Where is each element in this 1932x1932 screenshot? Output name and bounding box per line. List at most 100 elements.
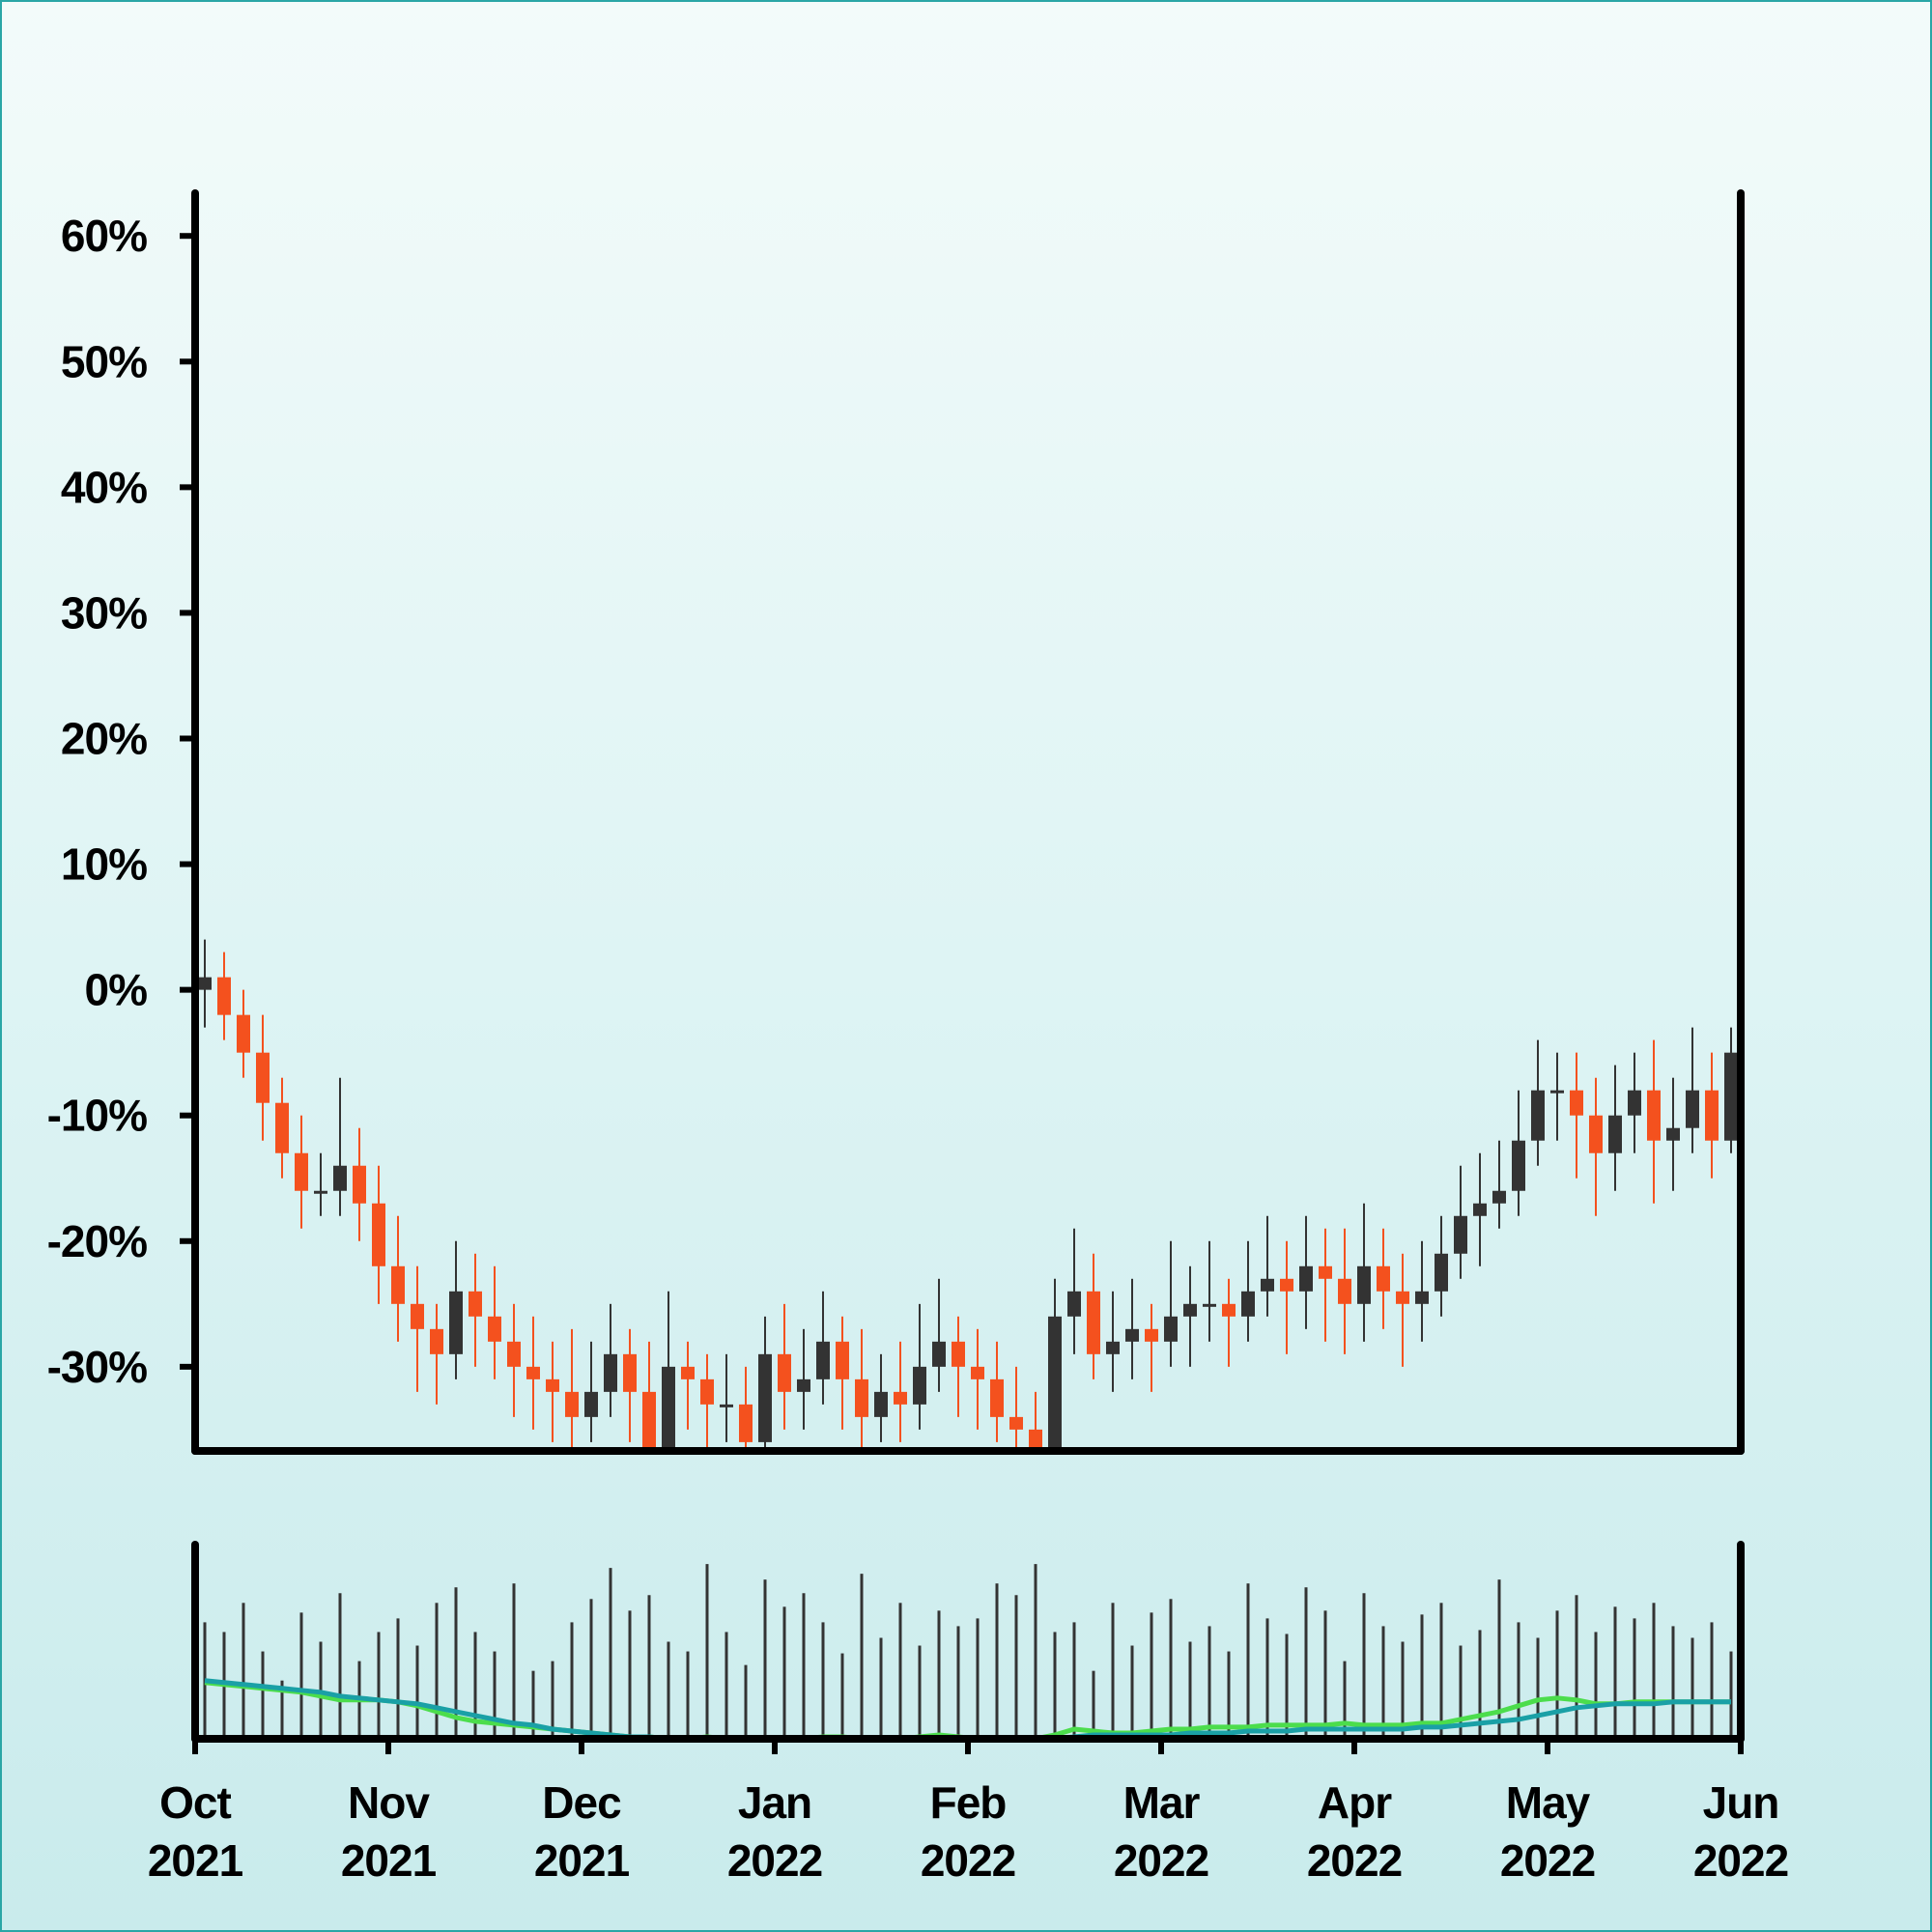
candle <box>237 989 250 1078</box>
candle <box>720 1353 733 1442</box>
candle <box>1029 1391 1042 1451</box>
candle <box>430 1303 443 1405</box>
candle <box>1203 1240 1216 1342</box>
volume-bar <box>1285 1634 1289 1739</box>
candle-body <box>1377 1265 1390 1292</box>
candle-body <box>237 1014 250 1053</box>
volume-bar <box>1053 1632 1057 1739</box>
volume-bar <box>1536 1637 1540 1739</box>
volume-bar <box>724 1632 728 1739</box>
candle <box>1125 1278 1139 1379</box>
candle-body <box>1396 1291 1409 1304</box>
candle-body <box>1357 1265 1371 1304</box>
volume-bar <box>1594 1632 1598 1739</box>
candle <box>1512 1090 1525 1216</box>
volume-bar <box>1575 1595 1578 1739</box>
volume-bar <box>299 1612 303 1739</box>
candle-body <box>1531 1090 1545 1141</box>
x-tick-label: Nov 2021 <box>341 1777 437 1886</box>
volume-bar <box>1227 1651 1231 1739</box>
candle <box>1261 1215 1274 1317</box>
candle <box>1222 1278 1236 1367</box>
candle <box>1492 1140 1506 1229</box>
volume-bar <box>860 1574 864 1739</box>
volume-bar <box>473 1632 477 1739</box>
candle-body <box>217 977 231 1015</box>
volume-bar <box>1459 1645 1463 1739</box>
candle-body <box>952 1341 965 1367</box>
candle-body <box>1087 1291 1100 1354</box>
x-tick-label: Jan 2022 <box>727 1777 822 1886</box>
candle <box>1145 1303 1158 1392</box>
volume-bar <box>1188 1641 1192 1739</box>
candle-body <box>604 1353 617 1392</box>
volume-bar <box>1265 1618 1269 1739</box>
volume-bar <box>261 1651 265 1739</box>
candle-body <box>1454 1215 1467 1254</box>
candle-body <box>1338 1278 1351 1304</box>
candle <box>314 1152 327 1216</box>
candle <box>584 1341 598 1442</box>
x-tick-label-line: 2022 <box>1307 1835 1402 1886</box>
candle-body <box>411 1303 424 1329</box>
candle-body <box>565 1391 579 1417</box>
candle-body <box>894 1391 907 1405</box>
candle-body <box>1724 1052 1738 1141</box>
candle-body <box>1299 1265 1313 1292</box>
y-tick-label: 10% <box>61 839 147 890</box>
candle-body <box>1473 1203 1487 1216</box>
candle <box>1319 1228 1332 1342</box>
volume-bar <box>1710 1622 1714 1739</box>
candle <box>894 1341 907 1442</box>
candle <box>836 1316 849 1430</box>
volume-moving-average <box>204 1680 1731 1742</box>
candle-body <box>1435 1253 1448 1292</box>
volume-bar <box>1439 1603 1443 1739</box>
x-tick-label-line: 2022 <box>1500 1835 1595 1886</box>
candle <box>372 1165 385 1304</box>
volume-bar <box>1072 1622 1076 1739</box>
candle <box>874 1353 888 1442</box>
candle-body <box>642 1391 656 1451</box>
candle <box>855 1328 868 1451</box>
candle-body <box>1222 1303 1236 1317</box>
candle-body <box>198 977 212 990</box>
volume-bar <box>531 1670 535 1739</box>
candle <box>778 1303 791 1430</box>
y-tick-label: 0% <box>85 965 148 1015</box>
volume-bar <box>782 1606 786 1739</box>
x-tick-label-line: Feb <box>930 1777 1007 1828</box>
candle <box>198 939 212 1028</box>
candle-body <box>256 1052 270 1103</box>
x-tick-label-line: 2021 <box>148 1835 243 1886</box>
candle <box>1357 1203 1371 1342</box>
candle-body <box>1705 1090 1719 1141</box>
volume-bar <box>840 1653 844 1739</box>
candle-body <box>1647 1090 1661 1141</box>
candle <box>217 952 231 1040</box>
candle <box>1531 1039 1545 1166</box>
candle <box>1435 1215 1448 1317</box>
x-tick-label: Feb 2022 <box>921 1777 1015 1886</box>
candle-body <box>1589 1115 1603 1153</box>
candle <box>526 1316 540 1430</box>
candle <box>449 1240 463 1379</box>
volume-bar <box>956 1626 960 1739</box>
candle-body <box>314 1190 327 1194</box>
volume-bar <box>821 1622 825 1739</box>
candle-body <box>1628 1090 1641 1116</box>
volume-bar <box>802 1593 806 1739</box>
candle <box>932 1278 946 1392</box>
candle-body <box>1280 1278 1293 1292</box>
volume-bar <box>1517 1622 1520 1739</box>
volume-bar <box>686 1651 690 1739</box>
candle <box>1589 1077 1603 1216</box>
candle <box>700 1353 714 1451</box>
candle <box>469 1253 482 1367</box>
candle <box>1686 1027 1699 1153</box>
x-tick-label-line: 2021 <box>341 1835 437 1886</box>
candle-body <box>469 1291 482 1317</box>
candle <box>1550 1052 1564 1141</box>
volume-bar <box>242 1603 245 1739</box>
candle-body <box>1570 1090 1583 1116</box>
